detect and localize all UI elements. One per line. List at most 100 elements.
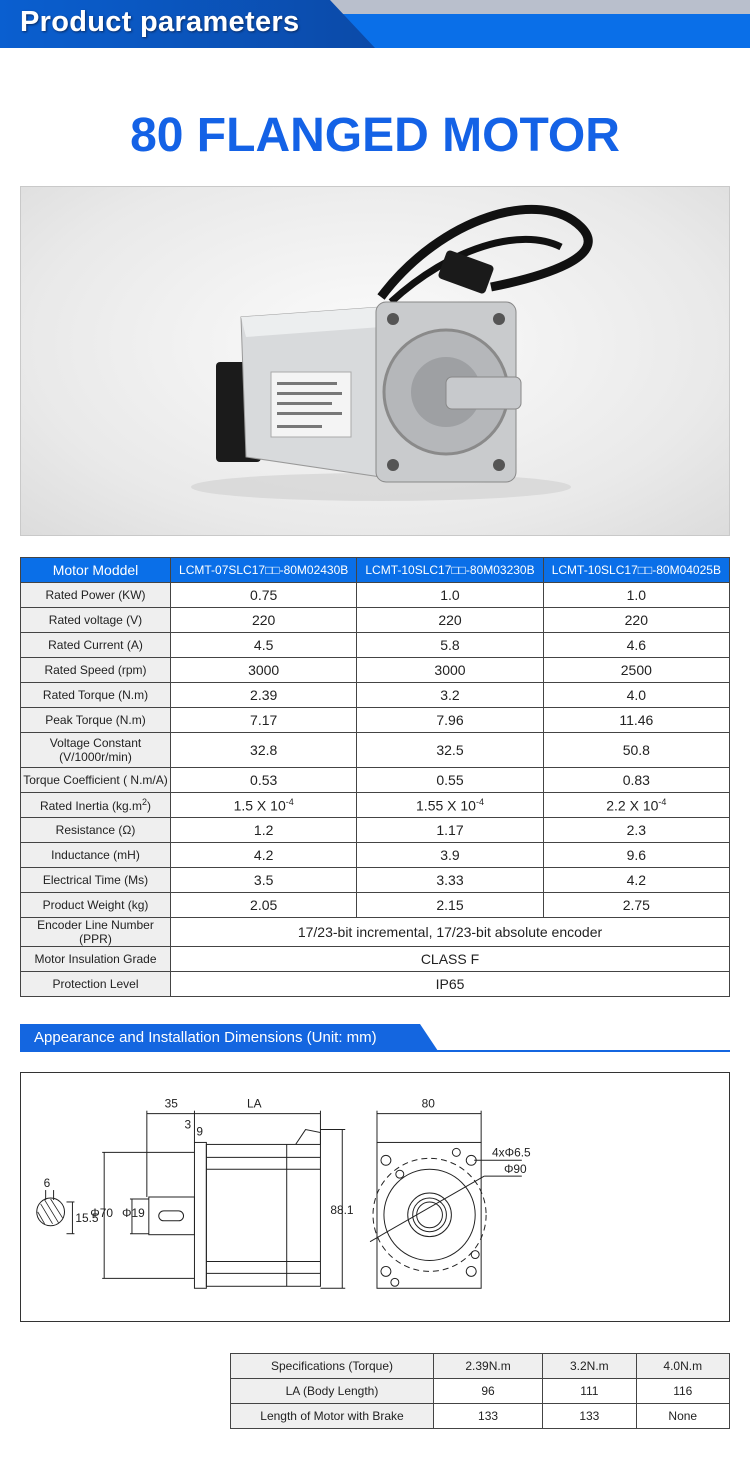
- table-row: Rated Inertia (kg.m2) 1.5 X 10-4 1.55 X 10…: [20, 792, 731, 818]
- table-row: Peak Torque (N.m) 7.17 7.96 11.46: [20, 707, 731, 733]
- table-cell: 3.5: [169, 867, 358, 893]
- table-cell: 2500: [542, 657, 731, 683]
- table-cell: 3.9: [356, 842, 544, 868]
- table-row: Resistance (Ω) 1.2 1.17 2.3: [20, 817, 731, 843]
- side-view: Φ70 Φ19 35 LA 3 9 88.1: [90, 1097, 354, 1289]
- table-cell: 7.96: [356, 707, 544, 733]
- row-label: Product Weight (kg): [20, 892, 171, 918]
- table-cell: 0.53: [169, 767, 358, 793]
- table-cell: 9.6: [542, 842, 731, 868]
- shaft-dia-label: Φ19: [122, 1206, 145, 1220]
- table-row: Inductance (mH) 4.2 3.9 9.6: [20, 842, 731, 868]
- table-cell: 3000: [356, 657, 544, 683]
- row-label: Electrical Time (Ms): [20, 867, 171, 893]
- table-row: Voltage Constant (V/1000r/min) 32.8 32.5 50.…: [20, 732, 731, 768]
- table-cell: 4.5: [169, 632, 358, 658]
- pcd-label: Φ90: [504, 1162, 527, 1176]
- table-cell: 0.55: [356, 767, 544, 793]
- table-cell: 2.2 X 10-4: [542, 792, 731, 818]
- table-row: LA (Body Length) 96 111 116: [230, 1378, 731, 1404]
- row-label: Rated Speed (rpm): [20, 657, 171, 683]
- table-cell: 1.55 X 10-4: [356, 792, 544, 818]
- table-row: Motor Insulation Grade CLASS F: [20, 946, 730, 972]
- header-cell: LCMT-07SLC17□□-80M02430B: [169, 557, 358, 583]
- table-cell: IP65: [170, 971, 730, 997]
- table-cell: 32.5: [356, 732, 544, 768]
- table-cell: 1.0: [356, 582, 544, 608]
- row-label: Voltage Constant (V/1000r/min): [20, 732, 171, 768]
- row-label: Encoder Line Number (PPR): [20, 917, 171, 947]
- shaft-section: 6 15.5: [36, 1176, 99, 1235]
- body-length-label: LA: [247, 1097, 262, 1111]
- table-cell: 17/23-bit incremental, 17/23-bit absolut…: [170, 917, 730, 947]
- table-cell: 2.39N.m: [432, 1353, 544, 1379]
- table-cell: 220: [356, 607, 544, 633]
- table-cell: Length of Motor with Brake: [230, 1403, 434, 1429]
- row-label: Rated Inertia (kg.m2): [20, 792, 171, 818]
- row-label: Motor Insulation Grade: [20, 946, 171, 972]
- dimension-drawing: 6 15.5 Φ70 Φ19 35 LA 3 9 88.1 80 4xΦ6.5: [20, 1072, 730, 1322]
- section-underline: [20, 1050, 730, 1052]
- table-cell: 50.8: [542, 732, 731, 768]
- table-row: Encoder Line Number (PPR) 17/23-bit incre…: [20, 917, 730, 947]
- table-cell: 1.17: [356, 817, 544, 843]
- row-label: Rated Power (KW): [20, 582, 171, 608]
- table-cell: 111: [542, 1378, 637, 1404]
- header-title: Product parameters: [20, 6, 300, 38]
- table-row: Specifications (Torque) 2.39N.m 3.2N.m 4.0N…: [230, 1353, 731, 1379]
- table-cell: 32.8: [169, 732, 358, 768]
- table-row: Rated Torque (N.m) 2.39 3.2 4.0: [20, 682, 731, 708]
- key-depth-label: 15.5: [75, 1211, 99, 1225]
- table-cell: Specifications (Torque): [230, 1353, 434, 1379]
- spec-header-row: Motor Moddel LCMT-07SLC17□□-80M02430B LC…: [20, 557, 731, 583]
- section-title: Appearance and Installation Dimensions (…: [34, 1029, 377, 1046]
- table-cell: 2.39: [169, 682, 358, 708]
- front-view: 80 4xΦ6.5 Φ90: [369, 1097, 531, 1289]
- height-label: 88.1: [330, 1203, 354, 1217]
- flange-width-label: 9: [196, 1124, 203, 1138]
- pilot-label: Φ70: [90, 1206, 113, 1220]
- dimensions-table: Specifications (Torque) 2.39N.m 3.2N.m 4.0N…: [230, 1353, 731, 1429]
- table-row: Rated voltage (V) 220 220 220: [20, 607, 731, 633]
- table-row: Torque Coefficient ( N.m/A) 0.53 0.55 0.83: [20, 767, 731, 793]
- section-tab: [20, 1024, 438, 1051]
- table-cell: 133: [542, 1403, 637, 1429]
- row-label: Protection Level: [20, 971, 171, 997]
- square-size-label: 80: [422, 1097, 436, 1111]
- row-label: Peak Torque (N.m): [20, 707, 171, 733]
- banner-accent: [330, 0, 750, 14]
- table-cell: 1.2: [169, 817, 358, 843]
- table-row: Rated Current (A) 4.5 5.8 4.6: [20, 632, 731, 658]
- product-title: 80 FLANGED MOTOR: [130, 109, 620, 162]
- table-row: Rated Speed (rpm) 3000 3000 2500: [20, 657, 731, 683]
- table-row: Protection Level IP65: [20, 971, 730, 997]
- key-width-label: 6: [44, 1176, 51, 1190]
- row-label: Rated Torque (N.m): [20, 682, 171, 708]
- table-cell: 4.0: [542, 682, 731, 708]
- table-cell: 133: [432, 1403, 544, 1429]
- row-label: Torque Coefficient ( N.m/A): [20, 767, 171, 793]
- table-cell: 2.75: [542, 892, 731, 918]
- table-cell: 96: [432, 1378, 544, 1404]
- table-cell: 4.0N.m: [635, 1353, 731, 1379]
- header-cell: LCMT-10SLC17□□-80M04025B: [542, 557, 731, 583]
- table-cell: 4.2: [542, 867, 731, 893]
- header-banner: Product parameters: [0, 0, 750, 48]
- row-label: Rated voltage (V): [20, 607, 171, 633]
- table-cell: 2.3: [542, 817, 731, 843]
- table-cell: CLASS F: [170, 946, 730, 972]
- table-row: Product Weight (kg) 2.05 2.15 2.75: [20, 892, 731, 918]
- holes-label: 4xΦ6.5: [492, 1145, 531, 1159]
- table-cell: 3.2: [356, 682, 544, 708]
- header-cell: Motor Moddel: [20, 557, 171, 583]
- product-photo: [20, 186, 730, 536]
- table-cell: 1.0: [542, 582, 731, 608]
- shaft-length-label: 35: [165, 1097, 179, 1111]
- table-cell: None: [635, 1403, 731, 1429]
- table-cell: 7.17: [169, 707, 358, 733]
- section-header: Appearance and Installation Dimensions (…: [20, 1024, 730, 1052]
- row-label: Resistance (Ω): [20, 817, 171, 843]
- table-row: Length of Motor with Brake 133 133 None: [230, 1403, 731, 1429]
- table-row: Rated Power (KW) 0.75 1.0 1.0: [20, 582, 731, 608]
- table-cell: 3000: [169, 657, 358, 683]
